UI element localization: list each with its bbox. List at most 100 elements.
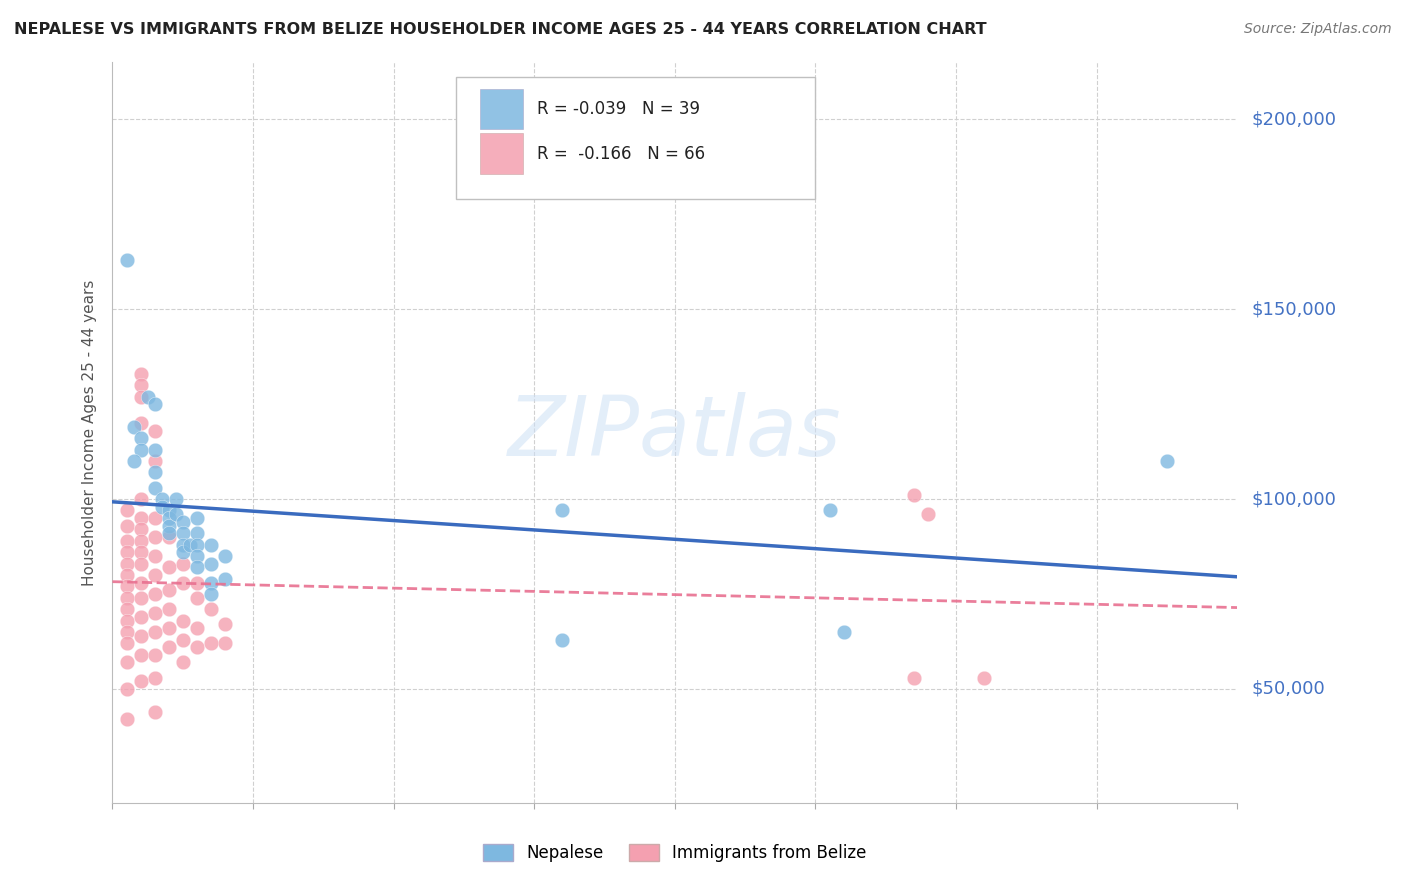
Point [143,648,166,662]
Point [143,442,166,457]
Point [172,538,194,552]
Point [157,640,180,654]
Point [143,671,166,685]
Point [129,367,152,381]
Text: $150,000: $150,000 [1251,301,1336,318]
Point [115,518,138,533]
Point [129,431,152,445]
Point [129,674,152,689]
Text: $50,000: $50,000 [1251,680,1324,698]
Point [200,575,222,590]
Point [157,560,180,574]
Point [129,378,152,392]
Point [115,568,138,582]
Point [186,591,208,605]
Point [179,538,201,552]
Text: $100,000: $100,000 [1251,490,1336,508]
Point [143,568,166,582]
Point [165,491,187,506]
Point [172,526,194,541]
Point [122,454,145,468]
Point [136,390,159,404]
Point [129,609,152,624]
Point [115,614,138,628]
Point [200,538,222,552]
Point [129,416,152,430]
Point [172,656,194,670]
Point [129,545,152,559]
Point [157,530,180,544]
Point [129,442,152,457]
FancyBboxPatch shape [481,88,523,129]
Point [115,712,138,726]
Point [115,681,138,696]
Point [200,636,222,650]
Point [122,420,145,434]
Point [186,538,208,552]
Point [186,560,208,574]
Legend: Nepalese, Immigrants from Belize: Nepalese, Immigrants from Belize [477,837,873,869]
Point [115,545,138,559]
Point [172,614,194,628]
Text: Source: ZipAtlas.com: Source: ZipAtlas.com [1244,22,1392,37]
Text: NEPALESE VS IMMIGRANTS FROM BELIZE HOUSEHOLDER INCOME AGES 25 - 44 YEARS CORRELA: NEPALESE VS IMMIGRANTS FROM BELIZE HOUSE… [14,22,987,37]
Point [115,591,138,605]
Point [200,557,222,571]
Point [143,511,166,525]
Point [150,500,173,514]
Point [818,503,841,517]
Point [143,624,166,639]
Point [200,587,222,601]
Point [903,488,925,502]
Point [1156,454,1178,468]
Point [186,621,208,635]
Point [115,533,138,548]
Point [143,397,166,411]
Point [172,575,194,590]
Point [214,572,236,586]
Point [186,511,208,525]
Point [186,526,208,541]
Text: $200,000: $200,000 [1251,111,1336,128]
Point [903,671,925,685]
Point [115,636,138,650]
Point [143,454,166,468]
Point [115,624,138,639]
Point [157,511,180,525]
Point [150,491,173,506]
Text: R =  -0.166   N = 66: R = -0.166 N = 66 [537,145,704,162]
Point [129,491,152,506]
Point [129,511,152,525]
Point [172,557,194,571]
Point [129,390,152,404]
Point [157,583,180,598]
Point [143,424,166,438]
Point [165,508,187,522]
Point [115,557,138,571]
Point [143,481,166,495]
Point [129,591,152,605]
Point [129,523,152,537]
FancyBboxPatch shape [456,78,815,200]
Text: R = -0.039   N = 39: R = -0.039 N = 39 [537,100,700,118]
Point [143,466,166,480]
Point [115,602,138,616]
Point [157,503,180,517]
FancyBboxPatch shape [481,133,523,174]
Point [129,533,152,548]
Point [551,632,574,647]
Point [143,587,166,601]
Point [186,549,208,563]
Text: ZIPatlas: ZIPatlas [508,392,842,473]
Point [157,602,180,616]
Point [115,503,138,517]
Point [143,530,166,544]
Point [186,575,208,590]
Point [214,617,236,632]
Point [143,705,166,719]
Point [172,632,194,647]
Point [129,557,152,571]
Point [115,656,138,670]
Point [832,624,855,639]
Point [115,252,138,267]
